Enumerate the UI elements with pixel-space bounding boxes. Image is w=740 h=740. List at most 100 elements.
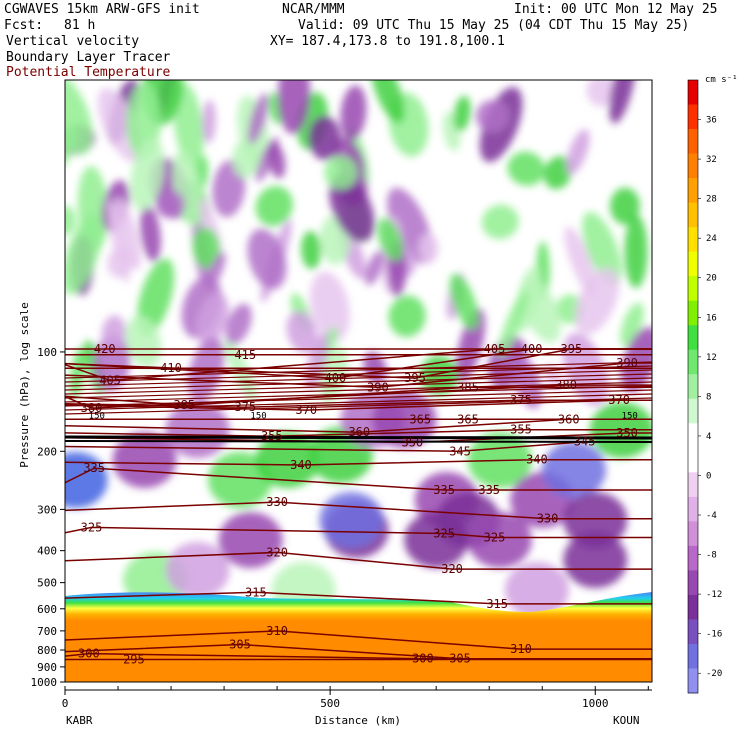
velocity-cell — [609, 80, 637, 124]
velocity-cell — [255, 185, 293, 227]
isentrope-label: 355 — [261, 429, 283, 443]
isentrope-label: 350 — [401, 435, 423, 449]
isentrope-300 — [65, 652, 652, 660]
tracer-contour — [65, 435, 652, 440]
tracer-label: 150 — [89, 412, 105, 422]
y-tick-label: 1000 — [31, 676, 58, 689]
colorbar-swatch — [688, 276, 698, 302]
velocity-cell — [582, 211, 622, 286]
colorbar-tick-label: 28 — [706, 195, 717, 205]
isentrope-label: 390 — [367, 380, 389, 394]
plot-frame — [64, 79, 653, 683]
isentrope-label: 410 — [160, 361, 182, 375]
velocity-cell — [319, 492, 384, 548]
isentrope-label: 310 — [266, 624, 288, 638]
colorbar-swatch — [688, 374, 698, 400]
velocity-cell — [65, 213, 103, 295]
velocity-cell — [449, 273, 479, 330]
colorbar-tick-label: 12 — [706, 353, 717, 363]
colorbar-swatch — [688, 349, 698, 375]
velocity-cell — [370, 80, 405, 124]
velocity-cell — [196, 293, 229, 346]
colorbar-swatch — [688, 423, 698, 449]
colorbar-swatch — [688, 594, 698, 620]
velocity-cell — [137, 258, 175, 336]
velocity-cell — [563, 492, 628, 548]
isentrope-label: 315 — [245, 585, 267, 599]
x-tick-label: 0 — [62, 697, 69, 710]
isentrope-label: 360 — [348, 425, 370, 439]
colorbar-swatch — [688, 80, 698, 106]
y-tick-label: 500 — [37, 577, 57, 590]
isentrope-330 — [65, 501, 652, 520]
velocity-cell — [455, 308, 486, 382]
isentrope-325 — [65, 526, 652, 539]
velocity-cell — [218, 512, 283, 568]
velocity-cell — [453, 95, 471, 132]
isentrope-label: 400 — [325, 371, 347, 385]
velocity-cell — [329, 174, 375, 242]
velocity-cell — [155, 190, 185, 219]
isentrope-label: 305 — [449, 652, 471, 666]
isentrope-upper — [65, 377, 652, 395]
velocity-cell — [205, 251, 226, 290]
velocity-cell — [207, 452, 272, 508]
colorbar-tick-label: 16 — [706, 313, 717, 323]
colorbar-swatch — [688, 619, 698, 645]
isentrope-label: 400 — [521, 342, 543, 356]
isentrope-upper — [65, 365, 652, 383]
isentrope-label: 325 — [433, 527, 455, 541]
velocity-cell — [574, 267, 620, 335]
colorbar-swatch — [688, 521, 698, 547]
velocity-cell — [165, 402, 230, 458]
colorbar-tick-label: -12 — [706, 590, 722, 600]
colorbar-tick-label: -16 — [706, 630, 722, 640]
isentrope-label: 330 — [537, 512, 559, 526]
velocity-cell — [564, 226, 598, 297]
velocity-cell — [301, 230, 322, 270]
velocity-cell — [542, 442, 607, 498]
start-station: KABR — [66, 714, 93, 727]
isentrope-label: 340 — [526, 453, 548, 467]
colorbar-tick-label: 4 — [706, 432, 711, 442]
isentrope-label: 420 — [94, 342, 116, 356]
velocity-cell — [377, 217, 404, 262]
isentrope-label: 335 — [433, 483, 455, 497]
velocity-cell — [481, 204, 519, 240]
isentrope-label: 370 — [608, 393, 630, 407]
velocity-cell — [467, 512, 532, 568]
velocity-cell — [232, 137, 261, 179]
isentrope-label: 405 — [99, 373, 121, 387]
isentrope-label: 405 — [484, 342, 506, 356]
velocity-cell — [286, 310, 318, 354]
velocity-cell — [277, 80, 311, 135]
colorbar-tick-label: 24 — [706, 234, 717, 244]
velocity-cell — [507, 151, 546, 186]
isentrope-315 — [65, 591, 652, 605]
colorbar-swatch — [688, 202, 698, 228]
velocity-cell — [498, 290, 528, 358]
colorbar-unit: cm s⁻¹ — [705, 75, 738, 85]
velocity-cell — [586, 80, 616, 107]
isentrope-label: 395 — [404, 371, 426, 385]
potential-temperature-contours — [65, 348, 652, 661]
colorbar-tick-label: 32 — [706, 155, 717, 165]
isentrope-label: 300 — [78, 647, 100, 661]
y-axis: 100 200 300 400 500 600 700 800 900 1000 — [31, 346, 65, 689]
velocity-cell — [65, 124, 78, 169]
field-vertical-velocity: Vertical velocity — [6, 34, 140, 49]
isentrope-label: 370 — [295, 403, 317, 417]
colorbar-swatch — [688, 325, 698, 351]
colorbar-swatch — [688, 104, 698, 130]
init-time: Init: 00 UTC Mon 12 May 25 — [514, 2, 718, 17]
x-tick-label: 1000 — [582, 697, 609, 710]
velocity-cell — [130, 137, 165, 211]
colorbar-tick-label: -20 — [706, 669, 722, 679]
isentrope-340 — [65, 458, 652, 466]
velocity-cell — [324, 155, 358, 190]
isentrope-upper — [65, 361, 652, 379]
isentrope-370 — [65, 399, 652, 411]
isentrope-label: 415 — [234, 348, 256, 362]
isentrope-label: 365 — [409, 412, 431, 426]
